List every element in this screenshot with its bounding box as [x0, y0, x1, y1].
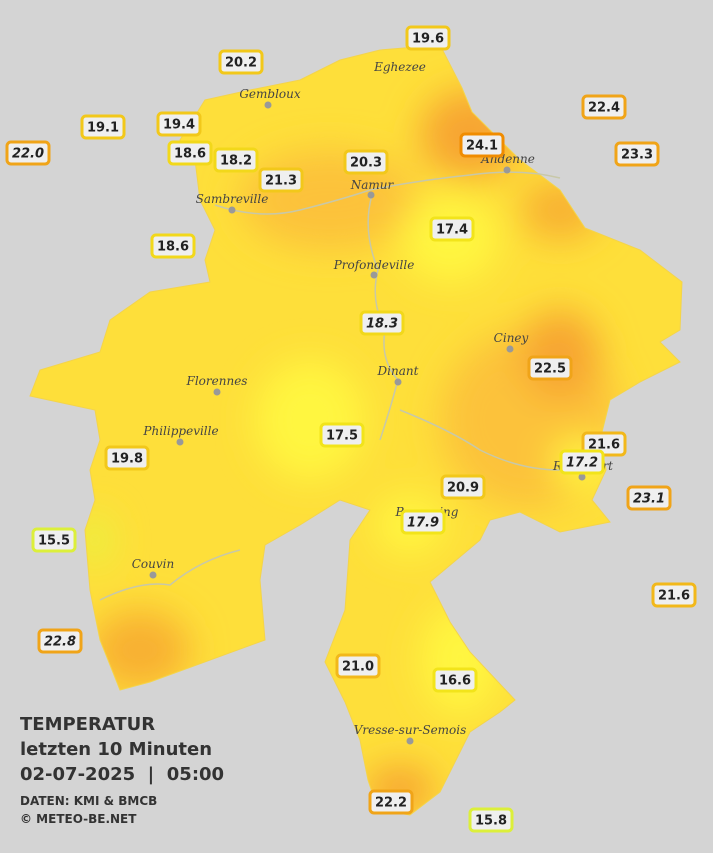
town-label: Dinant [377, 364, 419, 378]
station-value: 21.3 [265, 174, 297, 189]
station-box [429, 216, 475, 242]
station-box [335, 653, 381, 679]
station-box [614, 141, 660, 167]
station-box [150, 233, 196, 259]
station-box [37, 628, 83, 654]
town-label: Gembloux [239, 87, 301, 101]
station-value: 22.5 [534, 362, 566, 377]
station-box [626, 485, 672, 511]
station-box [440, 474, 486, 500]
station-box [527, 355, 573, 381]
station-value: 20.3 [350, 156, 382, 171]
station-value: 18.3 [366, 317, 398, 332]
station-box [156, 111, 202, 137]
town-dot [176, 438, 184, 446]
station-value: 17.5 [326, 429, 358, 444]
station-box [218, 49, 264, 75]
station-box [319, 422, 365, 448]
town-dot [264, 101, 272, 109]
station-value: 18.2 [220, 154, 252, 169]
station-value: 19.1 [87, 121, 119, 136]
station-value: 17.4 [436, 223, 468, 238]
station-value: 22.2 [375, 796, 407, 811]
town-dot [149, 571, 157, 579]
credit: © METEO-BE.NET [20, 812, 137, 826]
station-box [31, 527, 77, 553]
station-value: 19.6 [412, 32, 444, 47]
station-value: 19.4 [163, 118, 195, 133]
station-box [459, 132, 505, 158]
station-value: 21.0 [342, 660, 374, 675]
station-value: 20.2 [225, 56, 257, 71]
station-value: 21.6 [658, 589, 690, 604]
town-label: Sambreville [196, 192, 269, 206]
station-value: 18.6 [157, 240, 189, 255]
station-box [400, 509, 446, 535]
station-box [343, 149, 389, 175]
station-value: 23.3 [621, 148, 653, 163]
station-value: 22.0 [12, 147, 44, 162]
town-dot [228, 206, 236, 214]
station-box [405, 25, 451, 51]
station-value: 24.1 [466, 139, 498, 154]
station-box [359, 310, 405, 336]
station-value: 15.8 [475, 814, 507, 829]
station-box [167, 140, 213, 166]
station-value: 18.6 [174, 147, 206, 162]
town-dot [506, 345, 514, 353]
station-value: 16.6 [439, 674, 471, 689]
station-box [559, 449, 605, 475]
station-value: 17.9 [407, 516, 439, 531]
station-box [213, 147, 259, 173]
station-value: 23.1 [633, 492, 665, 507]
station-value: 19.8 [111, 452, 143, 467]
town-label: Eghezee [373, 60, 426, 74]
station-box [368, 789, 414, 815]
town-label: Ciney [494, 331, 529, 345]
town-label: Couvin [132, 557, 174, 571]
town-dot [503, 166, 511, 174]
town-dot [578, 473, 586, 481]
title: TEMPERATUR [20, 714, 155, 735]
station-box [468, 807, 514, 833]
town-label: Vresse-sur-Semois [354, 723, 467, 737]
town-label: Namur [350, 178, 395, 192]
station-box [432, 667, 478, 693]
station-box [581, 94, 627, 120]
source: DATEN: KMI & BMCB [20, 794, 157, 808]
town-dot [370, 271, 378, 279]
town-dot [406, 737, 414, 745]
station-value: 22.4 [588, 101, 620, 116]
station-value: 22.8 [44, 635, 76, 650]
timestamp: 02-07-2025 | 05:00 [20, 764, 224, 785]
town-label: Philippeville [142, 424, 218, 438]
station-value: 15.5 [38, 534, 70, 549]
station-box [651, 582, 697, 608]
town-label: Florennes [186, 374, 248, 388]
town-dot [213, 388, 221, 396]
station-value: 17.2 [566, 456, 598, 471]
town-dot [394, 378, 402, 386]
station-value: 21.6 [588, 438, 620, 453]
station-box [258, 167, 304, 193]
town-label: Profondeville [333, 258, 415, 272]
subtitle: letzten 10 Minuten [20, 739, 212, 760]
station-value: 20.9 [447, 481, 479, 496]
station-box [5, 140, 51, 166]
town-dot [367, 191, 375, 199]
station-box [80, 114, 126, 140]
station-box [104, 445, 150, 471]
